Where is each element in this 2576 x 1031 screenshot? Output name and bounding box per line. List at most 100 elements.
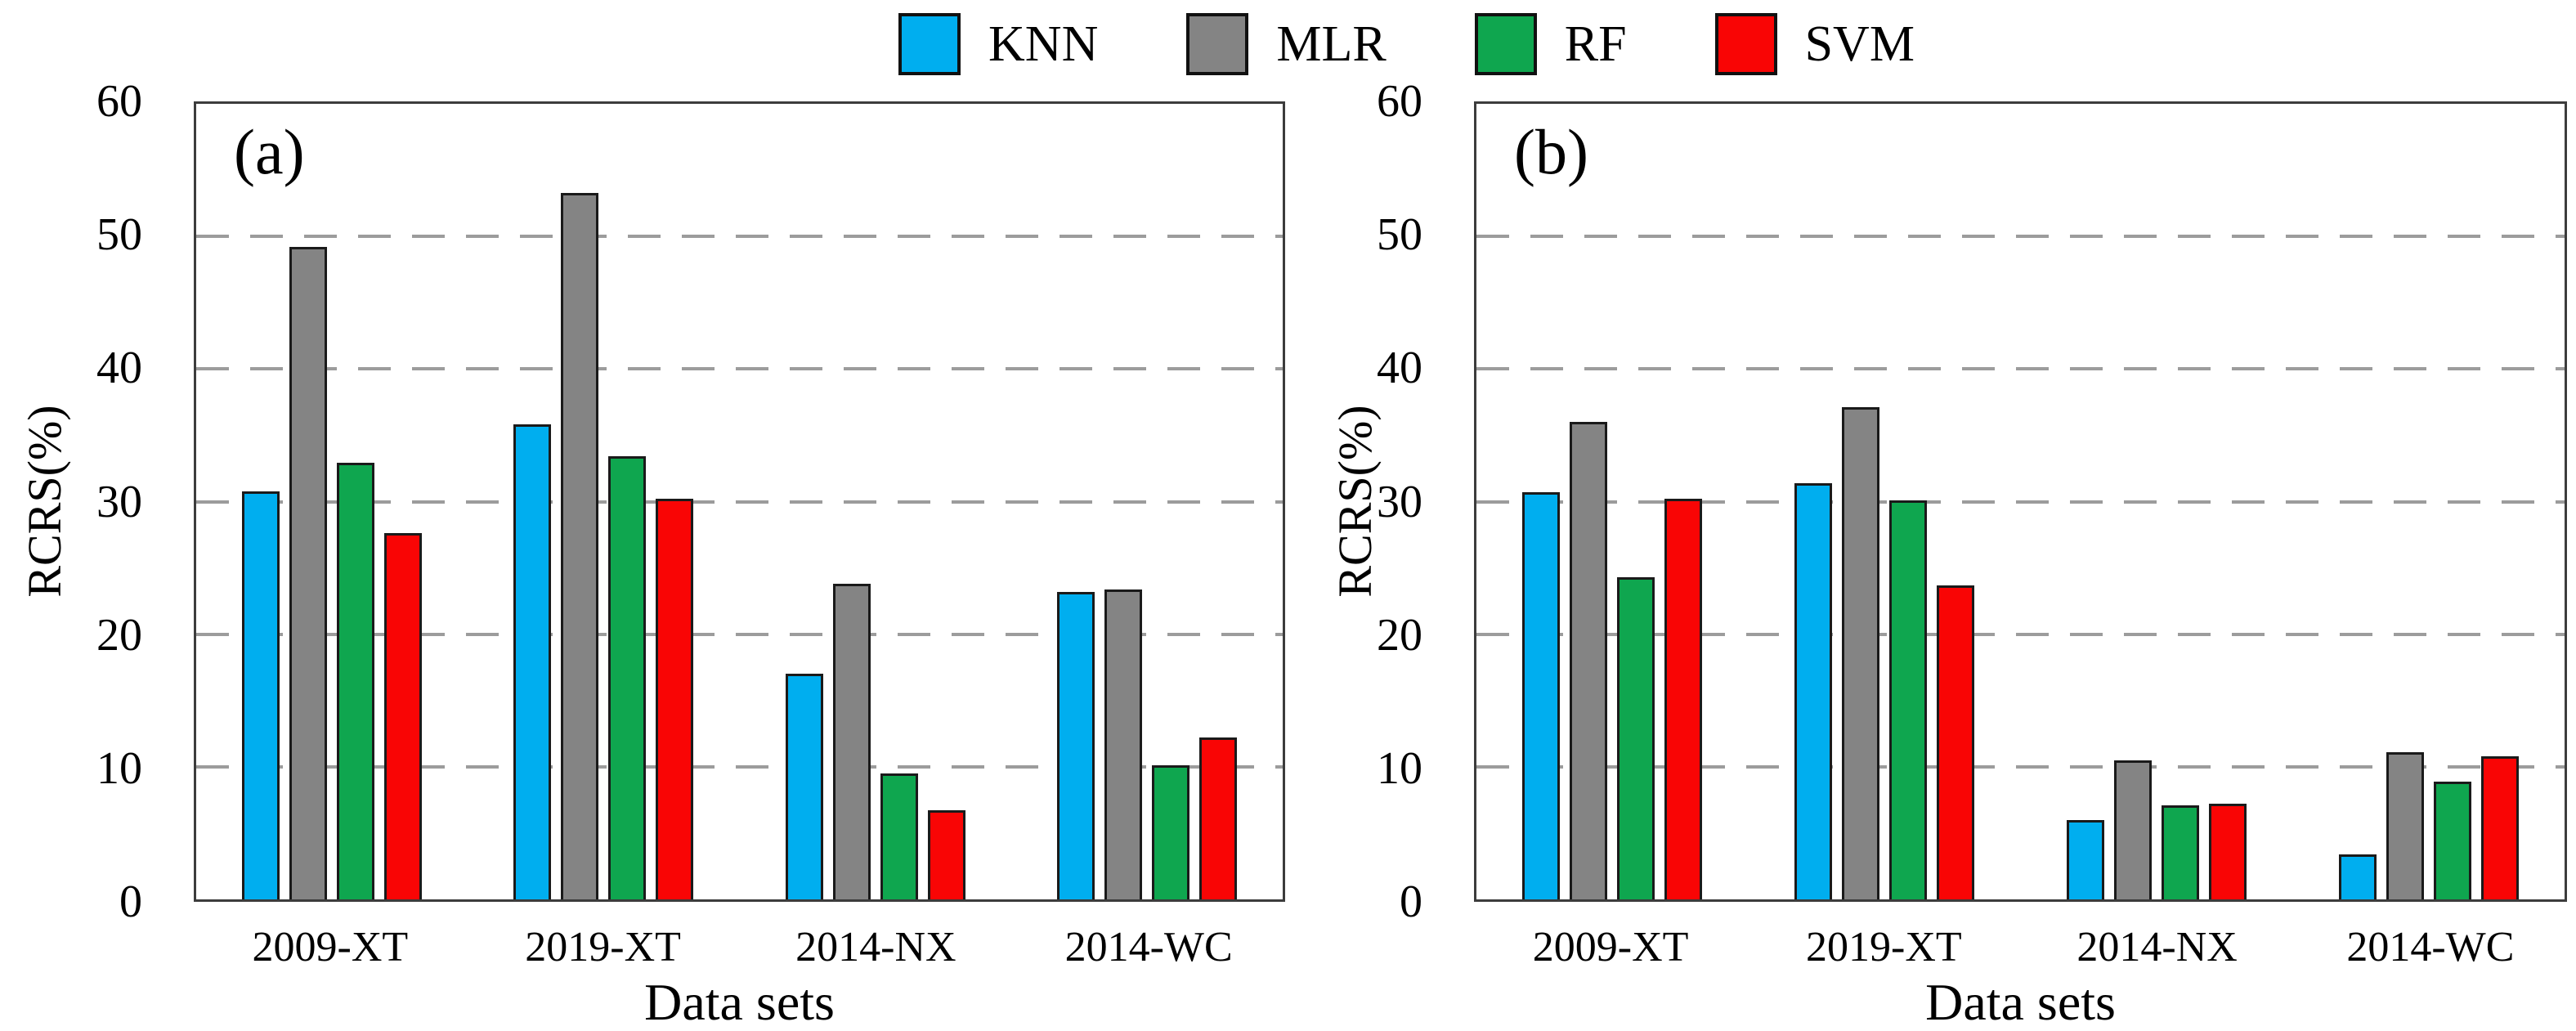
legend-swatch-svm (1714, 13, 1777, 75)
bar-group-2014-wc (2292, 104, 2565, 899)
bar-rf-2019-xt (608, 456, 647, 899)
panel-a: RCRS(%) 0 10 20 30 40 50 60 (a) 2009-XT 2019-XT… (0, 78, 1285, 1031)
legend-swatch-mlr (1186, 13, 1249, 75)
y-axis-ticks: 0 10 20 30 40 50 60 (0, 78, 142, 925)
legend-label-rf: RF (1564, 16, 1627, 72)
legend-item-mlr: MLR (1186, 13, 1387, 75)
bar-mlr-2009-xt (1570, 422, 1608, 899)
bar-svm-2009-xt (384, 533, 423, 899)
bar-knn-2014-wc (1056, 591, 1095, 899)
x-tick-label-2009-xt: 2009-XT (252, 924, 409, 970)
x-axis-ticks-a: 2009-XT 2019-XT 2014-NX 2014-WC (194, 926, 1285, 969)
y-tick-label-0: 0 (119, 876, 142, 927)
panel-tag-a: (a) (234, 116, 305, 187)
bar-svm-2014-wc (2480, 755, 2519, 899)
panel-b: RCRS(%) 0 10 20 30 40 50 60 (b) 2009-XT 2019-XT… (1280, 0, 2576, 1031)
bar-mlr-2014-wc (1104, 589, 1142, 899)
legend-label-svm: SVM (1804, 16, 1915, 72)
bar-group-2009-xt (1476, 104, 1749, 899)
bar-group-2019-xt (1749, 104, 2021, 899)
bar-rf-2014-nx (880, 773, 918, 899)
legend-item-knn: KNN (898, 13, 1098, 75)
x-axis-label-b: Data sets (1925, 973, 2116, 1031)
bar-group-2009-xt (196, 104, 468, 899)
gridlines-a (196, 104, 1283, 899)
bar-rf-2014-wc (2433, 781, 2471, 899)
legend-item-rf: RF (1474, 13, 1627, 75)
y-tick-label-10: 10 (96, 742, 142, 794)
gridline-40 (196, 367, 1283, 371)
x-axis-ticks-b: 2009-XT 2019-XT 2014-NX 2014-WC (1474, 926, 2567, 969)
bar-group-2014-nx (740, 104, 1011, 899)
bar-mlr-2014-nx (832, 584, 871, 899)
y-tick-label-0: 0 (1400, 876, 1422, 927)
gridline-50 (1476, 235, 2565, 239)
legend-label-knn: KNN (988, 16, 1099, 72)
bar-mlr-2009-xt (289, 247, 328, 899)
bar-svm-2014-nx (927, 810, 965, 899)
bar-svm-2019-xt (1937, 585, 1975, 899)
plot-area-b: (b) (1474, 101, 2567, 902)
y-tick-label-20: 20 (96, 609, 142, 661)
gridline-40 (1476, 367, 2565, 371)
bar-mlr-2014-nx (2113, 760, 2152, 899)
bar-group-2019-xt (468, 104, 739, 899)
y-tick-label-40: 40 (1377, 343, 1422, 394)
bar-groups-a (196, 104, 1283, 899)
y-tick-label-30: 30 (1377, 476, 1422, 527)
plot-area-a: (a) (194, 101, 1285, 902)
bar-group-2014-wc (1011, 104, 1283, 899)
y-tick-label-50: 50 (96, 209, 142, 261)
x-tick-label-2019-xt: 2019-XT (525, 924, 681, 970)
bar-mlr-2014-wc (2386, 752, 2424, 899)
x-tick-label-2014-nx: 2014-NX (2076, 924, 2238, 970)
bar-svm-2014-wc (1198, 737, 1237, 899)
bar-group-2014-nx (2021, 104, 2293, 899)
gridline-20 (196, 632, 1283, 636)
y-axis-ticks: 0 10 20 30 40 50 60 (1280, 78, 1422, 925)
y-tick-label-40: 40 (96, 343, 142, 394)
bar-rf-2014-wc (1151, 765, 1189, 899)
bar-knn-2014-nx (785, 674, 823, 899)
y-tick-label-30: 30 (96, 476, 142, 527)
bar-knn-2009-xt (242, 491, 280, 899)
panel-tag-b: (b) (1514, 116, 1588, 187)
x-tick-label-2009-xt: 2009-XT (1532, 924, 1689, 970)
bar-knn-2014-wc (2338, 854, 2377, 899)
x-tick-label-2014-wc: 2014-WC (2346, 924, 2515, 970)
chart-legend: KNN MLR RF SVM (0, 13, 2576, 75)
bar-knn-2019-xt (513, 424, 552, 899)
y-tick-label-10: 10 (1377, 742, 1422, 794)
gridlines-b (1476, 104, 2565, 899)
gridline-20 (1476, 632, 2565, 636)
legend-item-svm: SVM (1714, 13, 1915, 75)
bar-svm-2009-xt (1664, 499, 1703, 899)
legend-swatch-knn (898, 13, 961, 75)
y-tick-label-50: 50 (1377, 209, 1422, 261)
bar-rf-2019-xt (1889, 500, 1928, 899)
bar-mlr-2019-xt (1842, 407, 1880, 899)
bar-svm-2019-xt (656, 499, 694, 899)
legend-label-mlr: MLR (1276, 16, 1387, 72)
x-axis-label-a: Data sets (644, 973, 835, 1031)
bar-knn-2009-xt (1522, 492, 1561, 899)
x-tick-label-2014-wc: 2014-WC (1064, 924, 1233, 970)
x-tick-label-2019-xt: 2019-XT (1806, 924, 1962, 970)
bar-knn-2014-nx (2066, 819, 2104, 899)
bar-rf-2014-nx (2161, 805, 2199, 899)
gridline-30 (1476, 500, 2565, 504)
gridline-50 (196, 235, 1283, 239)
bar-mlr-2019-xt (561, 192, 599, 899)
bar-svm-2014-nx (2208, 804, 2247, 899)
legend-swatch-rf (1474, 13, 1537, 75)
bar-rf-2009-xt (337, 463, 375, 899)
x-tick-label-2014-nx: 2014-NX (795, 924, 956, 970)
y-tick-label-20: 20 (1377, 609, 1422, 661)
bar-knn-2019-xt (1794, 482, 1833, 899)
y-tick-label-60: 60 (96, 76, 142, 127)
y-tick-label-60: 60 (1377, 76, 1422, 127)
gridline-30 (196, 500, 1283, 504)
bar-groups-b (1476, 104, 2565, 899)
bar-rf-2009-xt (1617, 576, 1655, 899)
